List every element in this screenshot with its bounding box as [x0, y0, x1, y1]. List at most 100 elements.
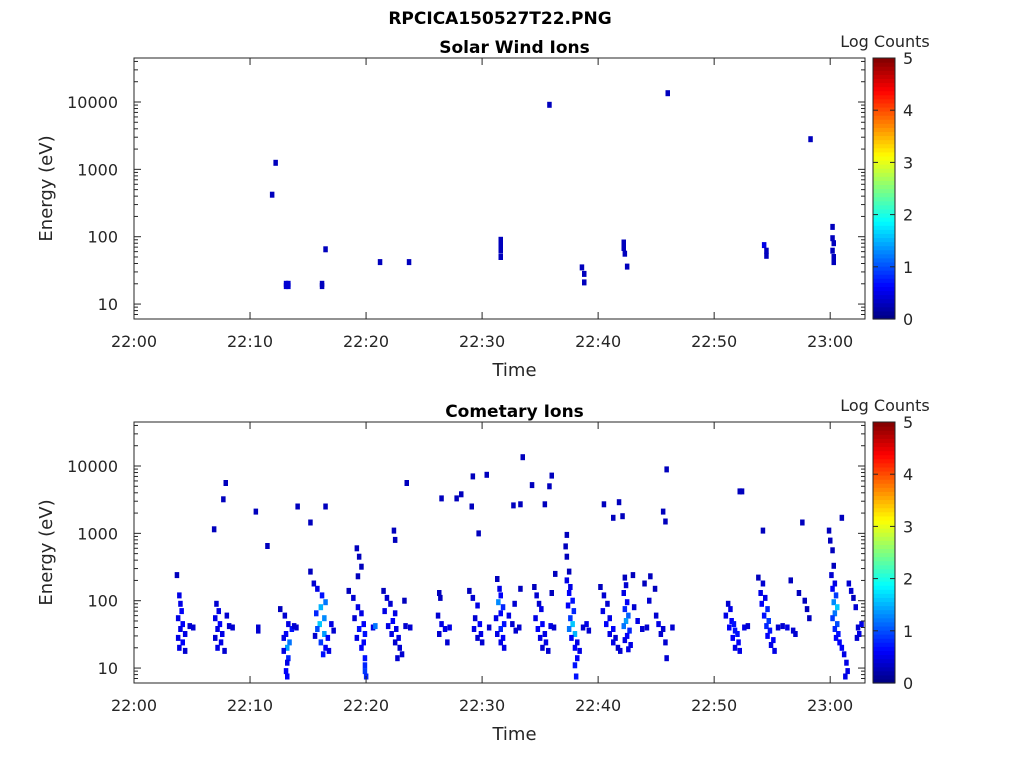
- spectrogram-cell: [758, 590, 763, 596]
- spectrogram-cell: [500, 604, 506, 611]
- spectrogram-cell: [841, 651, 847, 658]
- spectrogram-cell: [281, 634, 286, 641]
- colorbar-segment: [873, 290, 895, 296]
- spectrogram-cell: [373, 623, 378, 630]
- spectrogram-cell: [616, 499, 622, 506]
- spectrogram-cell: [831, 259, 836, 266]
- colorbar-segment: [873, 225, 895, 230]
- spectrogram-cell: [391, 527, 397, 534]
- spectrogram-cell: [323, 246, 328, 253]
- colorbar-tick-label: 1: [903, 258, 913, 277]
- spectrogram-cell: [403, 623, 408, 630]
- colorbar-segment: [873, 674, 895, 680]
- spectrogram-cell: [382, 608, 387, 615]
- colorbar-segment: [873, 282, 895, 287]
- spectrogram-cell: [764, 252, 769, 259]
- colorbar-segment: [873, 589, 895, 594]
- x-axis-label: Time: [491, 724, 536, 745]
- colorbar-segment: [873, 90, 895, 96]
- spectrogram-cell: [532, 584, 537, 590]
- spectrogram-cell: [362, 655, 368, 662]
- colorbar-segment: [873, 446, 895, 452]
- colorbar-segment: [873, 221, 895, 226]
- spectrogram-cell: [611, 639, 616, 646]
- spectrogram-cell: [735, 631, 740, 637]
- spectrogram-cell: [469, 503, 474, 510]
- spectrogram-cell: [807, 615, 812, 622]
- colorbar-segment: [873, 94, 895, 100]
- spectrogram-cell: [830, 223, 835, 230]
- spectrogram-cell: [498, 626, 503, 632]
- colorbar-segment: [873, 658, 895, 664]
- spectrogram-cell: [600, 608, 606, 615]
- spectrogram-cell: [540, 644, 545, 651]
- colorbar-segment: [873, 536, 895, 541]
- spectrogram-cell: [857, 631, 862, 637]
- colorbar-segment: [873, 143, 895, 149]
- colorbar-segment: [873, 147, 895, 153]
- spectrogram-cell: [359, 563, 364, 570]
- spectrogram-cell: [830, 615, 835, 622]
- spectrogram-cell: [621, 239, 626, 246]
- colorbar-segment: [873, 184, 895, 190]
- colorbar-segment: [873, 678, 895, 684]
- spectrogram-cell: [647, 597, 652, 604]
- spectrogram-cell: [566, 590, 572, 596]
- colorbar-segment: [873, 306, 895, 312]
- spectrogram-cell: [215, 626, 220, 632]
- spectrogram-cell: [179, 608, 184, 615]
- spectrogram-cell: [835, 621, 840, 628]
- spectrogram-cell: [831, 240, 836, 247]
- spectrogram-cell: [565, 602, 571, 609]
- spectrogram-cell: [601, 592, 607, 599]
- spectrogram-cell: [611, 626, 616, 632]
- spectrogram-cell: [764, 247, 769, 254]
- colorbar-label: Log Counts: [840, 396, 930, 415]
- colorbar-tick-label: 0: [903, 674, 913, 693]
- x-tick-label: 22:30: [459, 696, 505, 715]
- colorbar-segment: [873, 86, 895, 92]
- colorbar-segment: [873, 261, 895, 267]
- colorbar-segment: [873, 621, 895, 627]
- spectrogram-cell: [621, 623, 626, 630]
- spectrogram-cell: [572, 644, 578, 651]
- spectrogram-cell: [765, 606, 770, 613]
- spectrogram-cell: [598, 584, 603, 590]
- spectrogram-cell: [325, 634, 331, 641]
- spectrogram-cell: [506, 612, 512, 619]
- spectrogram-cell: [607, 615, 612, 622]
- colorbar-segment: [873, 585, 895, 590]
- spectrogram-cell: [318, 604, 324, 611]
- colorbar-segment: [873, 548, 895, 554]
- spectrogram-cell: [362, 662, 368, 669]
- spectrogram-cell: [660, 508, 666, 515]
- spectrogram-cells: [269, 90, 836, 290]
- spectrogram-cell: [664, 655, 669, 662]
- spectrogram-cell: [408, 624, 413, 631]
- spectrogram-cell: [572, 631, 578, 637]
- colorbar-segment: [873, 176, 895, 181]
- plot-area: [134, 58, 865, 319]
- colorbar-segment: [873, 111, 895, 116]
- spectrogram-cell: [568, 584, 573, 590]
- spectrogram-cell: [859, 621, 864, 628]
- spectrogram-cell: [826, 527, 832, 534]
- spectrogram-cell: [535, 626, 541, 632]
- spectrogram-cell: [308, 519, 313, 526]
- spectrogram-cell: [361, 639, 366, 646]
- spectrogram-cell: [631, 604, 637, 611]
- spectrogram-cell: [285, 659, 290, 666]
- colorbar-segment: [873, 662, 895, 668]
- colorbar-segment: [873, 188, 895, 194]
- spectrogram-cell: [839, 644, 845, 651]
- spectrogram-cell: [665, 90, 670, 97]
- colorbar-segment: [873, 58, 895, 63]
- spectrogram-cell: [835, 604, 840, 611]
- x-tick-label: 22:00: [111, 696, 157, 715]
- colorbar-segment: [873, 217, 895, 222]
- colorbar-segment: [873, 119, 895, 124]
- colorbar-segment: [873, 503, 895, 509]
- spectrogram-cell: [286, 621, 291, 628]
- spectrogram-cell: [725, 600, 731, 607]
- spectrogram-cell: [388, 600, 393, 607]
